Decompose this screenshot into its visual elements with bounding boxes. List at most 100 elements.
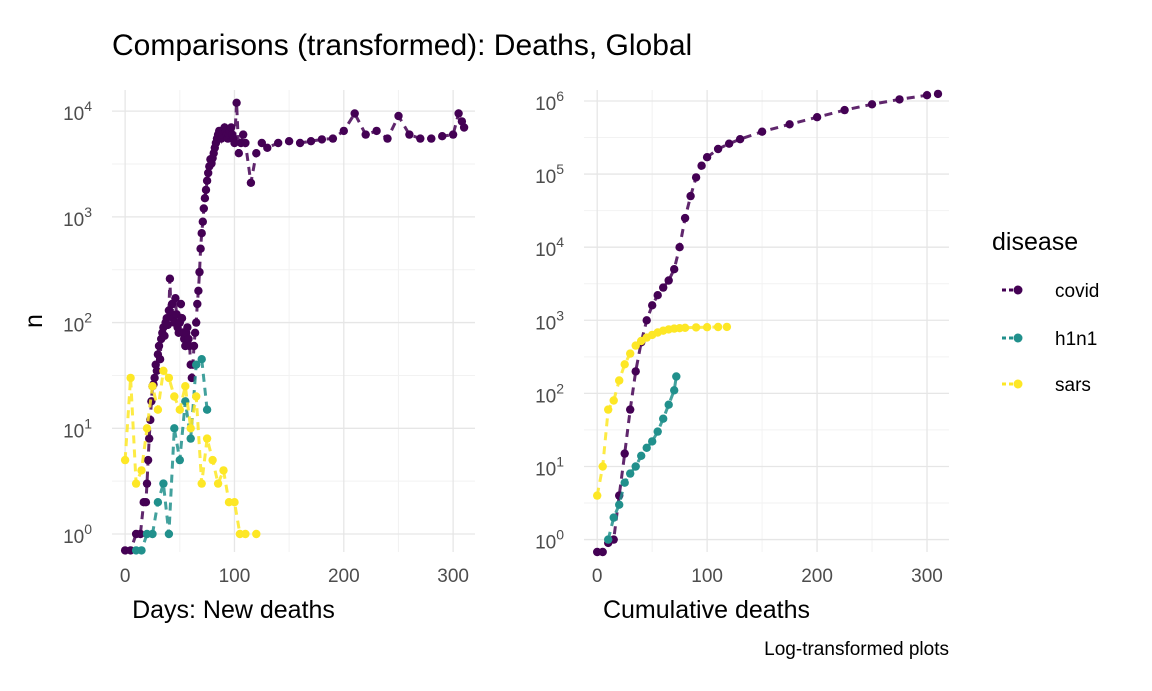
data-point-covid [383,134,392,143]
data-point-h1n1 [659,414,668,423]
data-point-covid [184,334,193,344]
data-point-sars [164,373,174,383]
data-point-sars [702,323,712,332]
chart-title: Comparisons (transformed): Deaths, Globa… [112,29,692,62]
data-point-h1n1 [202,405,212,414]
y-tick-label: 104 [63,98,92,125]
y-tick-exp: 4 [84,98,92,114]
data-point-covid [252,149,261,158]
data-point-h1n1 [192,360,201,369]
y-tick-exp: 0 [84,521,92,537]
data-point-covid [145,434,154,443]
data-point-sars [593,491,602,500]
legend-label-h1n1: h1n1 [1055,329,1097,350]
y-tick-base: 10 [535,459,556,480]
data-point-sars [159,366,168,375]
data-point-sars [241,529,250,539]
data-point-sars [598,462,607,471]
data-point-covid [713,144,723,154]
data-point-covid [241,138,250,148]
data-point-covid [724,139,734,148]
y-tick-label: 106 [535,88,564,115]
y-tick-base: 10 [535,313,556,334]
data-point-h1n1 [648,437,657,446]
data-point-covid [150,373,159,383]
data-point-sars [252,529,261,539]
y-tick-exp: 1 [84,415,92,431]
y-axis-title: n [20,314,48,328]
data-point-covid [631,367,640,376]
series-line-covid [597,92,939,554]
y-tick-exp: 2 [84,310,92,326]
data-point-sars [131,479,141,488]
data-point-covid [427,134,436,143]
y-tick-label: 102 [535,380,564,407]
y-tick-exp: 6 [556,88,564,104]
data-point-covid [680,213,690,223]
data-point-sars [213,479,223,488]
legend-item-covid: covid [1002,281,1099,302]
legend-key-point-sars [1013,379,1023,389]
data-point-covid [350,109,359,118]
data-point-h1n1 [670,386,679,395]
data-point-covid [227,123,236,132]
data-point-covid [405,130,414,139]
y-tick-label: 104 [535,234,564,261]
data-point-covid [152,366,161,375]
data-point-covid [274,138,283,148]
data-point-h1n1 [186,434,195,443]
data-point-h1n1 [164,529,174,539]
y-tick-base: 10 [63,316,84,337]
data-point-covid [234,149,243,158]
data-point-covid [200,194,210,203]
data-point-covid [691,173,701,182]
data-point-covid [165,274,175,283]
data-point-sars [208,455,217,465]
data-point-h1n1 [672,372,681,381]
y-tick-label: 103 [63,204,92,231]
data-point-covid [372,126,381,136]
data-point-h1n1 [664,400,673,409]
data-point-h1n1 [604,535,613,544]
y-tick-base: 10 [535,167,556,188]
data-point-covid [160,331,169,340]
data-point-covid [686,191,695,201]
data-point-covid [136,529,145,539]
data-point-covid [339,126,348,136]
data-point-covid [163,320,172,330]
data-point-h1n1 [175,455,184,465]
data-point-covid [143,455,153,465]
data-point-covid [361,130,370,139]
data-point-sars [126,373,135,383]
data-point-covid [840,105,849,115]
y-tick-base: 10 [63,104,84,125]
y-tick-exp: 5 [556,161,564,177]
data-point-h1n1 [642,443,651,452]
data-point-covid [328,134,338,143]
data-point-covid [192,318,201,327]
y-tick-base: 10 [63,210,84,231]
legend: disease covid h1n1 sars [992,228,1099,396]
data-point-covid [922,91,932,100]
legend-label-sars: sars [1055,375,1091,396]
y-tick-label: 103 [535,307,564,334]
series-line-h1n1 [136,355,209,552]
y-tick-label: 105 [535,161,564,188]
data-point-covid [702,153,712,162]
data-point-covid [416,134,425,143]
data-point-covid [735,135,745,144]
x-tick-label: 300 [911,566,943,587]
data-point-sars [170,392,179,401]
data-point-h1n1 [153,498,163,507]
data-point-covid [171,294,180,303]
data-point-covid [195,267,204,277]
series-line-sars [595,325,727,496]
data-point-sars [604,405,613,414]
y-tick-base: 10 [535,94,556,115]
data-point-h1n1 [653,427,662,436]
data-point-covid [438,132,447,141]
data-point-covid [785,120,794,129]
data-point-covid [757,127,767,136]
